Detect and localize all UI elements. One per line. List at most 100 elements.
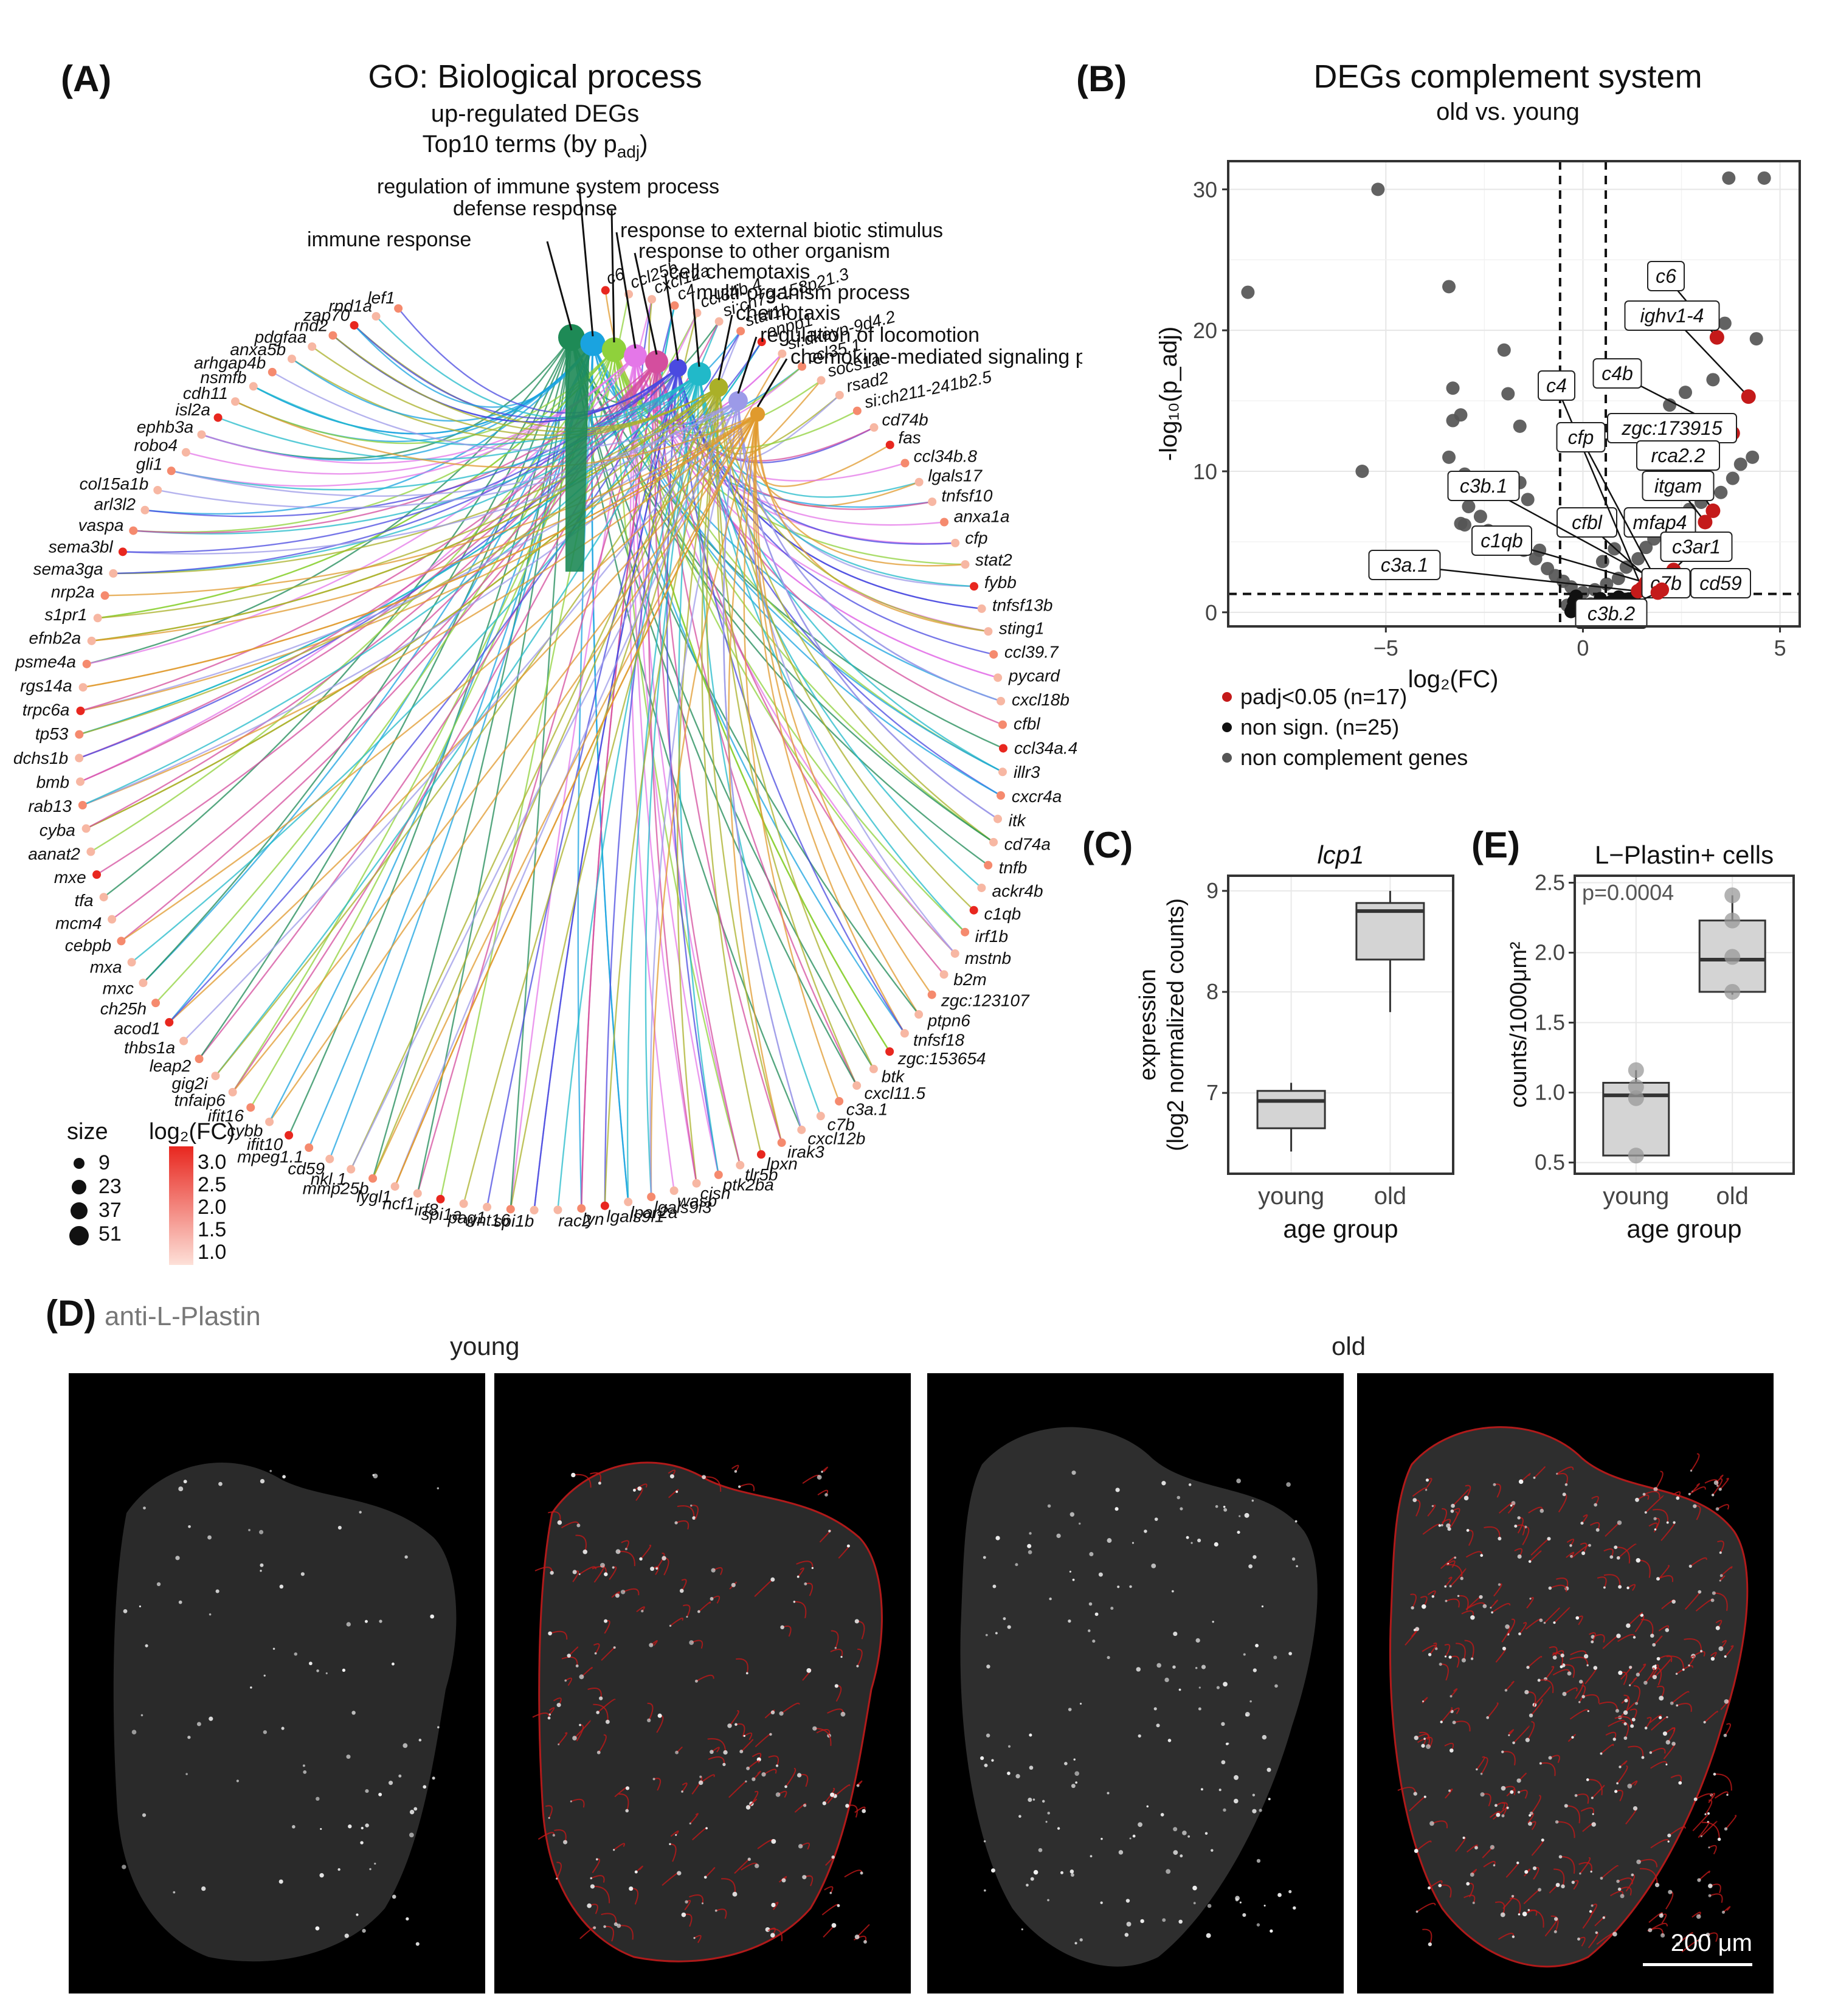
cell-speck (793, 1601, 796, 1603)
cell-speck (348, 1824, 352, 1829)
gene-node (459, 1199, 468, 1208)
go-link (157, 400, 739, 509)
cell-speck (1577, 1938, 1580, 1941)
cell-speck (258, 1529, 264, 1534)
volcano-point-bg (1501, 387, 1515, 401)
gene-label: isl2a (175, 400, 210, 419)
cell-speck (1652, 1675, 1657, 1680)
go-link (272, 371, 739, 452)
cell-speck (1223, 1505, 1226, 1508)
gene-label: itgam (1654, 475, 1702, 497)
cell-speck (201, 1886, 206, 1891)
cell-outline (1670, 1775, 1682, 1784)
cell-outline (1527, 1655, 1543, 1668)
cell-outline (711, 1595, 720, 1604)
gene-label: efnb2a (29, 629, 81, 648)
cell-speck (1239, 1515, 1241, 1517)
cell-outline (1446, 1598, 1460, 1608)
cell-speck (1504, 1689, 1508, 1692)
panel-e-letter: (E) (1471, 825, 1520, 865)
cell-outline (1444, 1644, 1451, 1657)
gene-label: lyn (582, 1210, 604, 1228)
label-box (1556, 422, 1606, 452)
cell-outline (1709, 1893, 1723, 1903)
gene-label: c3a.1 (1381, 554, 1428, 576)
gene-node (669, 1186, 679, 1195)
cell-speck (1286, 1482, 1291, 1487)
go-link (83, 414, 758, 688)
term-label: chemotaxis (736, 302, 840, 325)
cell-speck (1480, 1772, 1483, 1775)
cell-speck (1114, 1507, 1119, 1511)
scalebar-label: 200 μm (1670, 1930, 1752, 1956)
gene-label: lef1 (367, 288, 395, 307)
cell-outline (763, 1768, 777, 1775)
cell-speck (600, 1562, 605, 1568)
cell-speck (984, 1763, 988, 1767)
cell-speck (617, 1924, 621, 1928)
cell-outline (593, 1703, 609, 1722)
cell-speck (1457, 1595, 1460, 1597)
cell-speck (1498, 1537, 1502, 1541)
cell-outline (1717, 1504, 1729, 1510)
cell-speck (1129, 1585, 1132, 1588)
box-ylabel: expression (1135, 969, 1161, 1081)
gene-node (506, 1205, 515, 1214)
gene-label: cxcl11.5 (864, 1084, 925, 1103)
gene-node (692, 1179, 701, 1188)
cell-speck (365, 1789, 369, 1793)
gene-label: lgals9l1 (606, 1207, 664, 1226)
cell-speck (1560, 1653, 1564, 1658)
cell-outline (1575, 1793, 1589, 1804)
term-label: response to other organism (638, 240, 890, 263)
gene-node (648, 295, 657, 304)
cell-outline (721, 1878, 736, 1894)
cell-outline (1671, 1691, 1690, 1704)
gene-label: nkl.1 (311, 1169, 347, 1188)
cell-outline (1588, 1779, 1603, 1795)
cell-speck (689, 1822, 691, 1825)
cell-speck (840, 1655, 843, 1658)
cell-speck (701, 1902, 704, 1905)
gene-node (998, 767, 1007, 777)
gene-node (670, 301, 679, 310)
cell-speck (1156, 1723, 1160, 1728)
cell-outline (1420, 1596, 1428, 1607)
gene-label: sema3bl (49, 538, 114, 556)
cell-speck (1444, 1585, 1447, 1588)
cell-outline (1553, 1868, 1565, 1887)
gene-node (436, 1194, 445, 1204)
cell-outline (1605, 1731, 1617, 1740)
go-link (737, 400, 956, 954)
go-link (440, 349, 615, 1200)
cell-speck (413, 1807, 418, 1811)
cell-speck (1071, 1470, 1076, 1475)
gene-label: illr3 (1014, 763, 1040, 781)
cell-speck (1088, 1602, 1093, 1606)
cell-outline (579, 1926, 596, 1939)
cell-speck (734, 1723, 738, 1726)
cell-speck (1583, 1654, 1589, 1659)
cell-outline (1495, 1802, 1505, 1810)
go-link (86, 361, 657, 830)
cell-speck (752, 1777, 756, 1781)
gene-node (969, 582, 978, 591)
cell-speck (207, 1535, 212, 1540)
cell-outline (1440, 1663, 1449, 1681)
cell-speck (547, 1716, 551, 1720)
cell-speck (995, 1632, 998, 1635)
cell-speck (346, 1622, 351, 1627)
cell-speck (1631, 1873, 1634, 1877)
cell-speck (1631, 1717, 1636, 1722)
cell-speck (1092, 1639, 1096, 1643)
cell-speck (1129, 1837, 1132, 1840)
cell-speck (1666, 1521, 1669, 1524)
cell-outline (1622, 1722, 1629, 1739)
cell-speck (1698, 1590, 1702, 1594)
gene-label: ccl34b.8 (914, 446, 978, 465)
go-link (133, 373, 700, 535)
cell-speck (983, 1840, 986, 1843)
cell-speck (418, 1739, 422, 1742)
cell-speck (1656, 1657, 1660, 1661)
gene-label: dchs1b (13, 749, 68, 767)
